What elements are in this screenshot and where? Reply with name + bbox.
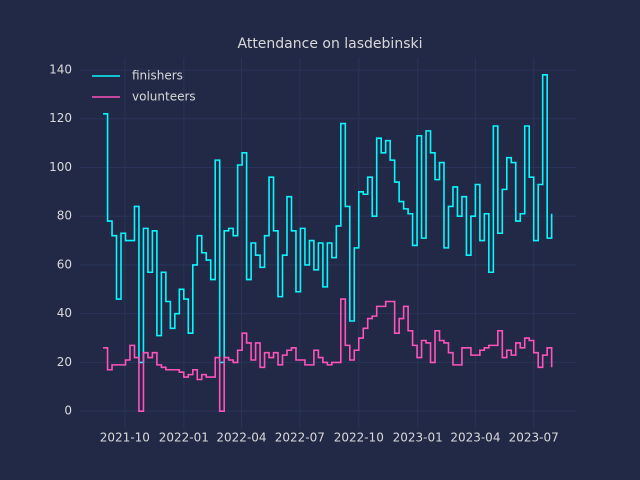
series-line	[103, 298, 553, 412]
y-tick-label: 100	[49, 160, 72, 174]
x-tick-label: 2023-07	[509, 431, 559, 445]
y-tick-label: 60	[57, 257, 72, 271]
chart-title: Attendance on lasdebinski	[238, 36, 423, 52]
y-tick-label: 80	[57, 209, 72, 223]
y-tick-label: 140	[49, 62, 72, 76]
y-tick-label: 0	[64, 404, 72, 418]
series-line	[103, 74, 553, 364]
y-tick-label: 40	[57, 306, 72, 320]
x-tick-label: 2022-07	[275, 431, 325, 445]
x-tick-label: 2023-04	[450, 431, 500, 445]
x-tick-label: 2022-04	[216, 431, 266, 445]
y-tick-label: 120	[49, 111, 72, 125]
y-tick-label: 20	[57, 355, 72, 369]
x-tick-label: 2021-10	[100, 431, 150, 445]
x-tick-label: 2022-10	[334, 431, 384, 445]
x-tick-label: 2023-01	[393, 431, 443, 445]
x-tick-label: 2022-01	[159, 431, 209, 445]
legend-label: finishers	[132, 69, 183, 83]
legend-label: volunteers	[132, 90, 196, 104]
